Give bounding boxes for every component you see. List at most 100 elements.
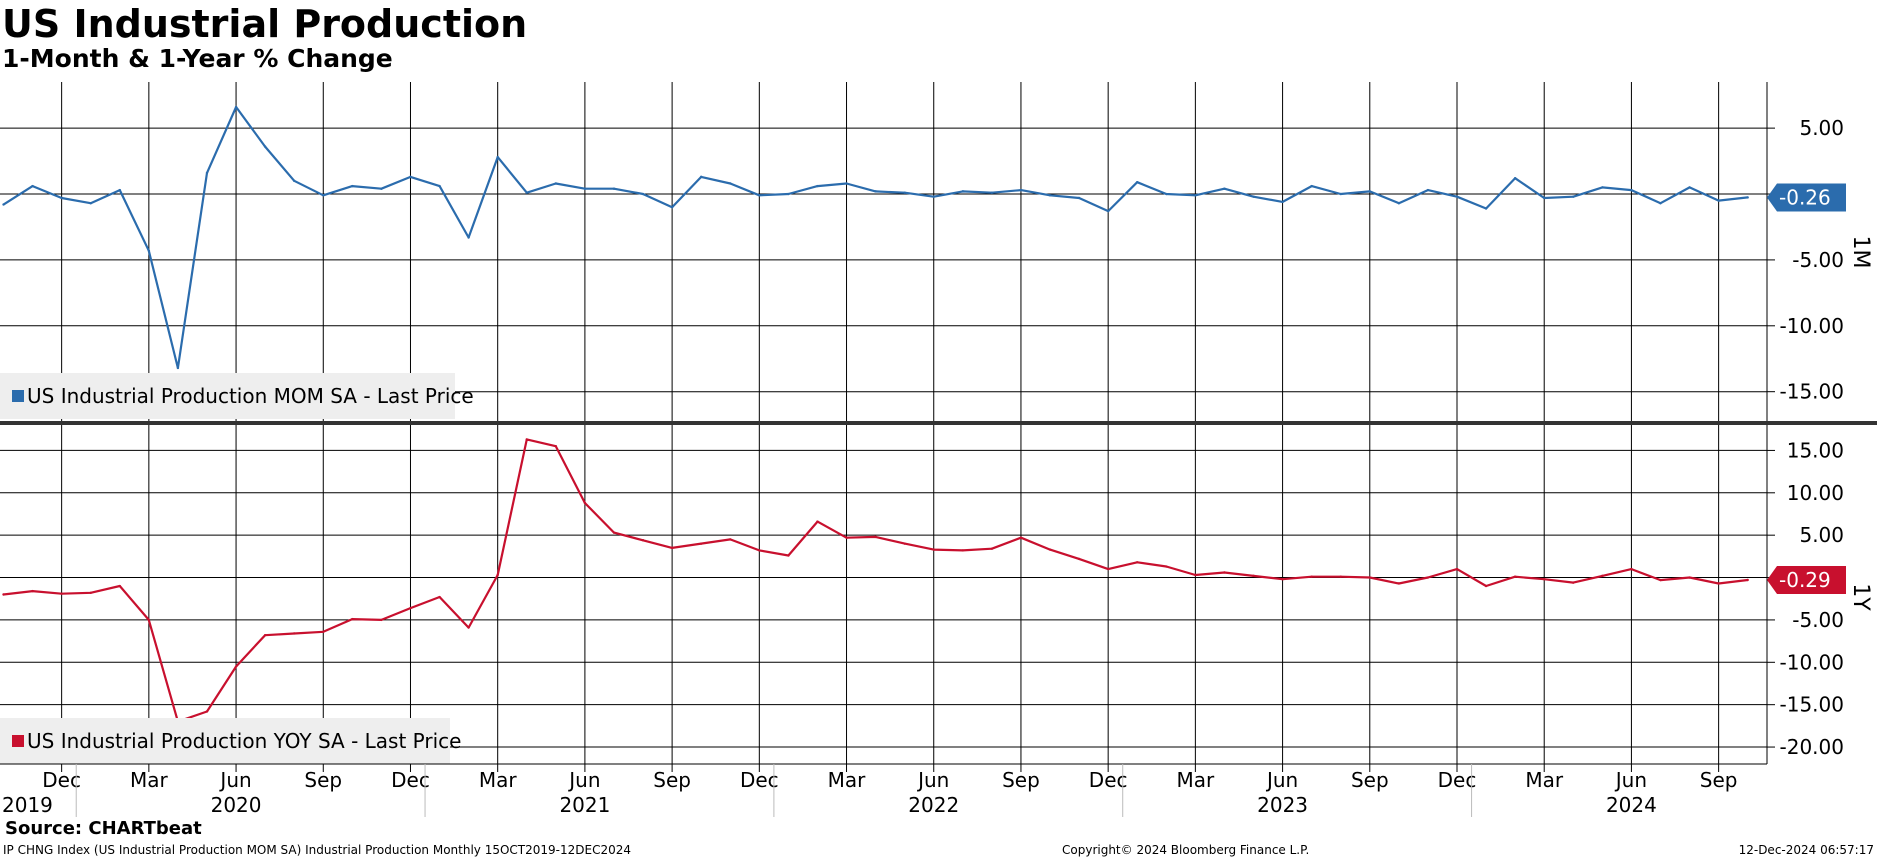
x-tick-label: Dec — [1438, 768, 1477, 792]
legend-box — [0, 718, 450, 764]
chart-title: US Industrial Production — [2, 2, 528, 46]
yoy-data-point — [1194, 573, 1197, 577]
x-tick-label: Jun — [1614, 768, 1647, 792]
yoy-data-point — [961, 549, 965, 552]
y-tick-label: -5.00 — [1792, 608, 1844, 632]
x-tick-label: Dec — [42, 768, 81, 792]
x-tick-label: Sep — [653, 768, 691, 792]
mom-data-point — [2, 203, 5, 206]
y-tick-label: 10.00 — [1787, 481, 1844, 505]
yoy-data-point — [60, 592, 63, 595]
x-tick-label: Sep — [1351, 768, 1389, 792]
x-tick-label: Jun — [218, 768, 251, 792]
x-tick-label: Mar — [479, 768, 518, 792]
mom-data-point — [1136, 180, 1139, 184]
chart-subtitle: 1-Month & 1-Year % Change — [2, 44, 393, 73]
mom-data-point — [263, 145, 267, 148]
y-tick-label: -10.00 — [1780, 314, 1844, 338]
yoy-data-point — [1310, 575, 1313, 578]
year-label: 2024 — [1606, 793, 1657, 817]
year-label: 2020 — [211, 793, 262, 817]
legend-box — [0, 373, 455, 419]
yoy-data-point — [1659, 578, 1662, 582]
axis-label: 1Y — [1848, 583, 1873, 611]
mom-data-point — [1717, 199, 1720, 202]
yoy-data-point — [845, 536, 848, 539]
y-tick-label: 15.00 — [1787, 438, 1844, 462]
mom-data-point — [845, 182, 848, 185]
mom-data-point — [729, 182, 732, 185]
yoy-data-point — [1136, 561, 1139, 564]
mom-data-point — [1630, 188, 1633, 192]
mom-data-point — [787, 192, 790, 196]
yoy-data-point — [932, 548, 935, 551]
x-tick-label: Mar — [828, 768, 867, 792]
mom-data-point — [1019, 188, 1023, 192]
yoy-data-point — [1746, 578, 1749, 582]
footer-index-description: IP CHNG Index (US Industrial Production … — [3, 843, 632, 857]
y-tick-label: 5.00 — [1799, 116, 1844, 140]
mom-data-point — [205, 171, 209, 175]
y-tick-label: -20.00 — [1780, 735, 1844, 759]
yoy-data-point — [1368, 576, 1371, 579]
yoy-data-point — [1572, 581, 1575, 584]
mom-data-point — [1397, 202, 1401, 205]
mom-data-point — [1513, 177, 1517, 180]
legend-label: US Industrial Production YOY SA - Last P… — [27, 729, 461, 753]
yoy-data-point — [1165, 565, 1168, 568]
yoy-data-point — [1543, 578, 1546, 581]
mom-data-point — [351, 184, 354, 188]
mom-data-point — [961, 190, 965, 193]
mom-data-point — [699, 175, 703, 179]
mom-data-point — [89, 202, 92, 205]
yoy-data-point — [2, 593, 5, 596]
y-tick-label: -15.00 — [1780, 693, 1844, 717]
yoy-data-point — [496, 573, 499, 577]
yoy-data-point — [438, 595, 441, 599]
yoy-data-point — [1601, 574, 1604, 578]
yoy-data-point — [1455, 567, 1459, 571]
year-label: 2023 — [1257, 793, 1308, 817]
mom-data-point — [1252, 195, 1255, 198]
yoy-data-point — [1077, 557, 1081, 561]
mom-data-point — [1077, 196, 1081, 200]
mom-data-point — [1543, 196, 1546, 200]
mom-data-point — [176, 366, 180, 370]
last-value-label: -0.26 — [1779, 185, 1831, 209]
y-tick-label: -10.00 — [1780, 650, 1844, 674]
mom-data-point — [1688, 186, 1691, 189]
mom-data-point — [1601, 186, 1604, 189]
yoy-data-point — [1339, 575, 1342, 578]
mom-data-point — [554, 182, 558, 185]
yoy-data-point — [31, 589, 34, 593]
mom-data-point — [147, 249, 151, 252]
mom-data-point — [31, 184, 34, 188]
x-tick-label: Sep — [1700, 768, 1738, 792]
yoy-data-point — [1484, 584, 1488, 588]
mom-data-point — [438, 184, 441, 188]
legend-label: US Industrial Production MOM SA - Last P… — [27, 384, 474, 408]
x-tick-label: Jun — [916, 768, 949, 792]
yoy-data-point — [1426, 576, 1430, 579]
y-tick-label: 5.00 — [1799, 523, 1844, 547]
yoy-data-point — [758, 549, 761, 552]
yoy-data-point — [293, 632, 296, 635]
yoy-data-point — [1252, 574, 1255, 578]
year-label: 2022 — [908, 793, 959, 817]
mom-data-point — [322, 194, 325, 197]
mom-data-point — [1659, 202, 1662, 205]
yoy-data-point — [89, 591, 92, 595]
year-label: 2021 — [559, 793, 610, 817]
panel-divider — [0, 421, 1877, 425]
legend-swatch — [12, 390, 24, 402]
mom-data-point — [1368, 190, 1371, 193]
last-value-label: -0.29 — [1779, 568, 1831, 592]
yoy-data-point — [1281, 578, 1284, 581]
yoy-data-point — [1513, 575, 1517, 578]
mom-data-point — [1484, 207, 1488, 210]
yoy-data-point — [1688, 576, 1691, 579]
mom-data-point — [1310, 184, 1313, 188]
mom-data-point — [1426, 188, 1430, 192]
y-tick-label: -5.00 — [1792, 248, 1844, 272]
mom-data-point — [1048, 194, 1052, 197]
